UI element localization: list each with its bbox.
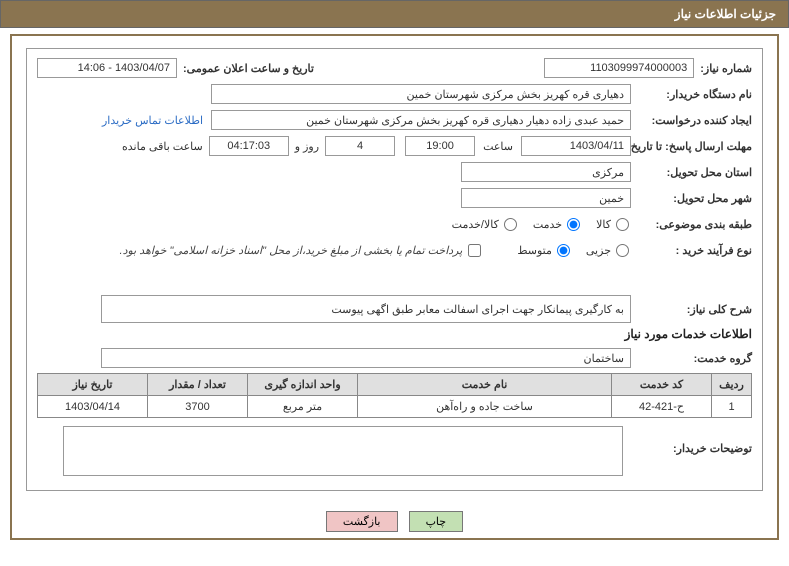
label-deadline: مهلت ارسال پاسخ: تا تاریخ:: [637, 140, 752, 153]
th-qty: تعداد / مقدار: [148, 374, 248, 396]
table-row: 1 ح-421-42 ساخت جاده و راه‌آهن متر مربع …: [38, 396, 752, 418]
label-service-group: گروه خدمت:: [637, 352, 752, 365]
td-name: ساخت جاده و راه‌آهن: [358, 396, 612, 418]
table-header-row: ردیف کد خدمت نام خدمت واحد اندازه گیری ت…: [38, 374, 752, 396]
label-buyer: نام دستگاه خریدار:: [637, 88, 752, 101]
form-panel: شماره نیاز: 1103099974000003 تاریخ و ساع…: [26, 48, 763, 491]
td-unit: متر مربع: [248, 396, 358, 418]
field-city: خمین: [461, 188, 631, 208]
print-button[interactable]: چاپ: [409, 511, 464, 532]
field-deadline-hour: 19:00: [405, 136, 475, 156]
contact-link[interactable]: اطلاعات تماس خریدار: [102, 114, 203, 127]
label-buyer-desc: توضیحات خریدار:: [637, 426, 752, 455]
radio-minor-wrap[interactable]: جزیی: [586, 244, 631, 257]
th-row: ردیف: [712, 374, 752, 396]
field-creator: حمید عبدی زاده دهیار دهیاری قره کهریز بخ…: [211, 110, 631, 130]
field-general-desc: به کارگیری پیمانکار جهت اجرای اسفالت معا…: [101, 295, 631, 323]
label-city: شهر محل تحویل:: [637, 192, 752, 205]
page-title: جزئیات اطلاعات نیاز: [0, 0, 789, 28]
td-code: ح-421-42: [612, 396, 712, 418]
label-general-desc: شرح کلی نیاز:: [637, 303, 752, 316]
field-deadline-date: 1403/04/11: [521, 136, 631, 156]
label-hour: ساعت: [483, 140, 513, 153]
main-panel: شماره نیاز: 1103099974000003 تاریخ و ساع…: [10, 34, 779, 540]
radio-goods-service-wrap[interactable]: کالا/خدمت: [452, 218, 519, 231]
field-days-left: 4: [325, 136, 395, 156]
payment-note: پرداخت تمام یا بخشی از مبلغ خرید،از محل …: [120, 244, 463, 257]
field-prov: مرکزی: [461, 162, 631, 182]
td-date: 1403/04/14: [38, 396, 148, 418]
radio-medium-wrap[interactable]: متوسط: [517, 244, 572, 257]
radio-goods-service[interactable]: [504, 218, 517, 231]
back-button[interactable]: بازگشت: [326, 511, 398, 532]
radio-service[interactable]: [567, 218, 580, 231]
field-time-left: 04:17:03: [209, 136, 289, 156]
radio-service-wrap[interactable]: خدمت: [533, 218, 582, 231]
buyer-desc-box: [63, 426, 623, 476]
radio-goods-label: کالا: [596, 218, 611, 231]
th-code: کد خدمت: [612, 374, 712, 396]
td-row: 1: [712, 396, 752, 418]
td-qty: 3700: [148, 396, 248, 418]
field-req-no: 1103099974000003: [544, 58, 694, 78]
radio-service-label: خدمت: [533, 218, 562, 231]
services-table: ردیف کد خدمت نام خدمت واحد اندازه گیری ت…: [37, 373, 752, 418]
field-buyer: دهیاری قره کهریز بخش مرکزی شهرستان خمین: [211, 84, 631, 104]
th-date: تاریخ نیاز: [38, 374, 148, 396]
th-name: نام خدمت: [358, 374, 612, 396]
label-days-and: روز و: [295, 140, 319, 153]
radio-minor-label: جزیی: [586, 244, 611, 257]
label-creator: ایجاد کننده درخواست:: [637, 114, 752, 127]
checkbox-payment[interactable]: [468, 244, 481, 257]
radio-medium-label: متوسط: [517, 244, 552, 257]
label-req-no: شماره نیاز:: [700, 62, 752, 75]
field-public-date: 1403/04/07 - 14:06: [37, 58, 177, 78]
label-process-type: نوع فرآیند خرید :: [637, 244, 752, 257]
button-bar: چاپ بازگشت: [12, 503, 777, 538]
radio-minor[interactable]: [616, 244, 629, 257]
field-service-group: ساختمان: [101, 348, 631, 368]
radio-goods[interactable]: [616, 218, 629, 231]
label-remaining: ساعت باقی مانده: [122, 140, 203, 153]
radio-goods-service-label: کالا/خدمت: [452, 218, 499, 231]
radio-goods-wrap[interactable]: کالا: [596, 218, 631, 231]
label-subject-cat: طبقه بندی موضوعی:: [637, 218, 752, 231]
radio-medium[interactable]: [557, 244, 570, 257]
label-public-date: تاریخ و ساعت اعلان عمومی:: [183, 62, 314, 75]
th-unit: واحد اندازه گیری: [248, 374, 358, 396]
label-prov: استان محل تحویل:: [637, 166, 752, 179]
label-service-info: اطلاعات خدمات مورد نیاز: [37, 327, 752, 341]
